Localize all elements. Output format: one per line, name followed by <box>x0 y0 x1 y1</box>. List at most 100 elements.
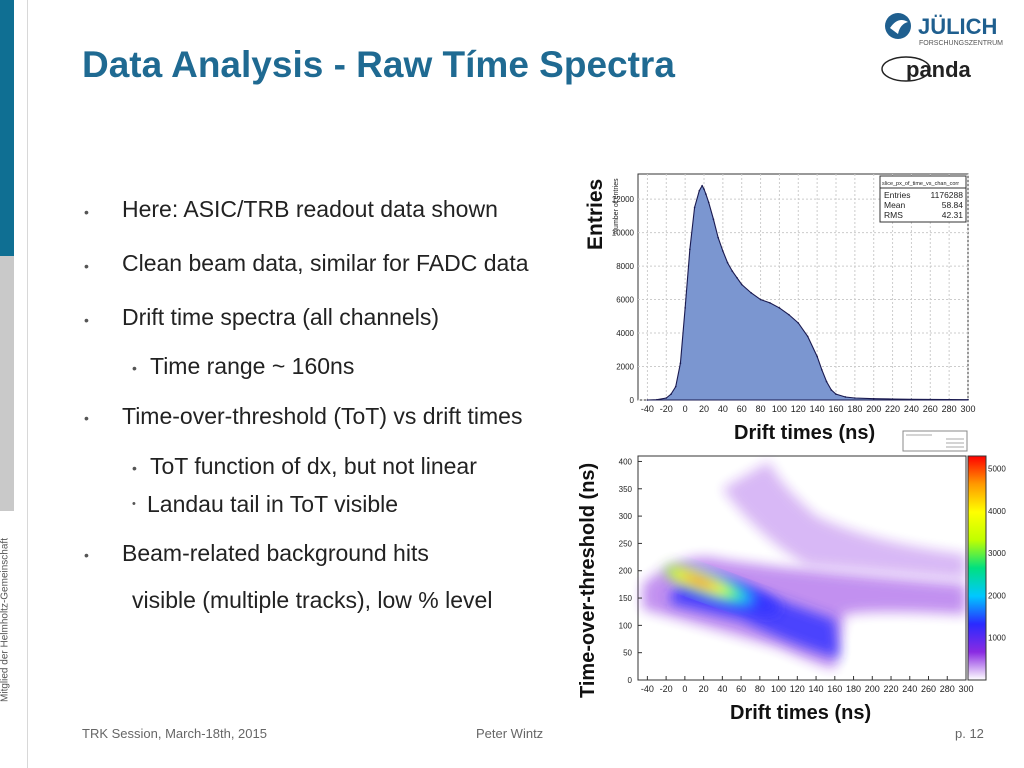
histogram-point <box>967 398 969 401</box>
heatmap-x-label: Drift times (ns) <box>730 702 872 724</box>
histogram-point <box>948 398 950 401</box>
heatmap-x-tick: 0 <box>682 684 687 694</box>
mini-legend-box <box>902 430 968 452</box>
heatmap-x-tick: 120 <box>790 684 805 694</box>
bullet-2: Clean beam data, similar for FADC data <box>122 250 529 276</box>
bullet-dot: • <box>84 258 89 274</box>
page-title: Data Analysis - Raw Tíme Spectra <box>82 44 675 85</box>
histogram-point <box>844 396 847 398</box>
stats-label: Mean <box>884 200 906 210</box>
heatmap-x-tick: -20 <box>660 684 673 694</box>
histogram-point <box>722 250 724 252</box>
heatmap-y-tick: 250 <box>619 539 633 548</box>
histogram-y-tick: 0 <box>630 396 635 405</box>
histogram-point <box>665 397 668 399</box>
heatmap-x-tick: 220 <box>884 684 899 694</box>
histogram-point <box>910 398 913 401</box>
histogram-y-tick: 2000 <box>616 363 634 372</box>
histogram-x-tick: 180 <box>847 404 862 414</box>
histogram-point <box>835 393 837 395</box>
histogram-point <box>698 189 701 192</box>
histogram-x-tick: 80 <box>756 404 766 414</box>
heatmap-x-tick: -40 <box>641 684 654 694</box>
histogram-x-tick: -20 <box>660 404 673 414</box>
histogram-point <box>891 398 894 400</box>
heatmap-color-scale <box>967 455 987 681</box>
heatmap-z-tick: 3000 <box>988 549 1006 558</box>
heatmap-z-tick: 2000 <box>988 591 1006 600</box>
heatmap-x-tick: 140 <box>809 684 824 694</box>
heatmap-z-tick: 4000 <box>988 507 1006 516</box>
heatmap-y-tick: 0 <box>628 676 633 685</box>
sub-bullet-2: ToT function of dx, but not linear <box>150 453 477 479</box>
histogram-x-tick: 240 <box>904 404 919 414</box>
heatmap-z-tick: 1000 <box>988 634 1006 643</box>
bullet-5-continuation: visible (multiple tracks), low % level <box>132 587 493 613</box>
bullet-dot: • <box>84 547 89 563</box>
julich-logo: JÜLICH FORSCHUNGSZENTRUM <box>885 13 1003 47</box>
histogram-point <box>674 385 677 388</box>
heatmap-x-tick: 200 <box>865 684 880 694</box>
histogram-y-tick: 12000 <box>612 195 635 204</box>
heatmap-plot: -40 -20 0 20 40 60 80 100 120 140 160 180 200 220 240 2… <box>619 455 1006 694</box>
histogram-point <box>731 270 734 272</box>
stats-value: 42.31 <box>942 210 964 220</box>
histogram-x-tick: 220 <box>885 404 900 414</box>
heatmap-upper-tail <box>722 461 966 579</box>
histogram-point <box>679 362 682 364</box>
logos: JÜLICH FORSCHUNGSZENTRUM panda <box>881 13 1003 82</box>
sub-bullet-1: Time range ~ 160ns <box>150 353 355 379</box>
histogram-point <box>705 193 707 195</box>
bullet-5: Beam-related background hits <box>122 540 429 566</box>
bullet-dot: • <box>132 360 137 376</box>
histogram-point <box>806 335 809 338</box>
histogram-point <box>684 307 686 309</box>
histogram-point <box>689 248 691 251</box>
stats-value: 1176288 <box>931 190 964 200</box>
heatmap-hot-core <box>664 565 780 615</box>
histogram-point <box>759 298 762 301</box>
stats-box: slice_px_of_time_vs_chan_corr Entries 1176… <box>879 175 967 223</box>
histogram-y-tick: 4000 <box>616 329 634 338</box>
heatmap-y-tick: 150 <box>619 594 633 603</box>
histogram-point <box>717 236 719 239</box>
heatmap-x-tick: 300 <box>958 684 973 694</box>
histogram-point <box>712 218 715 220</box>
heatmap-x-tick: 40 <box>717 684 727 694</box>
histogram-x-tick: 0 <box>683 404 688 414</box>
histogram-x-tick: 60 <box>737 404 747 414</box>
histogram-x-tick: 120 <box>791 404 806 414</box>
histogram-point <box>656 398 658 401</box>
histogram-point <box>670 393 672 395</box>
sidebar-gray-bar <box>0 256 14 511</box>
svg-text:panda: panda <box>906 57 972 82</box>
histogram-point <box>816 355 818 358</box>
histogram-x-tick: 100 <box>772 404 787 414</box>
histogram-point <box>740 283 743 286</box>
bullet-3: Drift time spectra (all channels) <box>122 304 439 330</box>
histogram-x-tick: 20 <box>699 404 709 414</box>
stats-label: Entries <box>884 190 910 200</box>
panda-logo: panda <box>881 56 972 82</box>
histogram-point <box>646 399 649 401</box>
heatmap-y-tick: 350 <box>619 485 633 494</box>
tot-vs-drift-heatmap: Time-over-threshold (ns) -40 -20 0 20 40 60 80… <box>574 450 1014 700</box>
bullet-dot: • <box>84 410 89 426</box>
heatmap-x-tick: 100 <box>771 684 786 694</box>
histogram-plot: -40 -20 0 20 40 60 80 100 120 140 160 180 200 220 240 2… <box>612 173 976 414</box>
sidebar-accent-bar <box>0 0 14 256</box>
histogram-point <box>821 369 823 371</box>
bullet-dot: • <box>132 498 136 510</box>
histogram-point <box>736 276 738 279</box>
histogram-point <box>929 398 932 401</box>
heatmap-x-tick: 280 <box>940 684 955 694</box>
histogram-x-tick: 200 <box>866 404 881 414</box>
heatmap-y-tick: 50 <box>623 649 632 658</box>
histogram-point <box>872 397 875 400</box>
footer-author: Peter Wintz <box>476 726 544 741</box>
drift-time-histogram: Entries -40 -20 0 20 40 60 80 100 120 140 160 180 20… <box>578 168 978 418</box>
heatmap-x-tick: 20 <box>699 684 709 694</box>
histogram-point <box>778 307 781 309</box>
heatmap-y-tick: 100 <box>619 621 633 630</box>
sidebar: Mitglied der Helmholtz-Gemeinschaft <box>0 0 28 768</box>
